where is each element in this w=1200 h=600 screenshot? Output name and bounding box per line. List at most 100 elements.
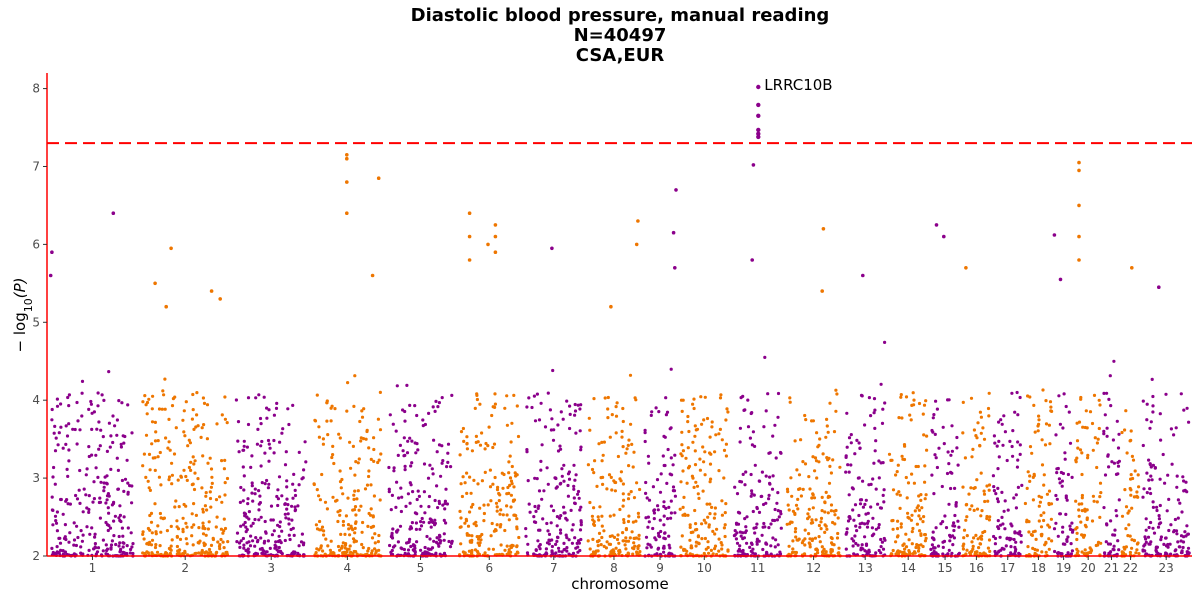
snp-point: [858, 502, 863, 506]
snp-point: [260, 439, 264, 444]
snp-point: [150, 442, 154, 446]
snp-point: [1027, 520, 1031, 524]
snp-point: [673, 494, 678, 498]
snp-point: [688, 525, 692, 530]
snp-point: [1095, 465, 1099, 470]
snp-point: [435, 450, 439, 454]
snp-point: [755, 505, 759, 510]
snp-point: [1050, 539, 1054, 543]
snp-point: [618, 548, 622, 552]
snp-point: [225, 421, 229, 425]
snp-point: [151, 456, 155, 460]
snp-point: [59, 425, 63, 429]
snp-point: [681, 449, 686, 453]
snp-point: [435, 484, 439, 488]
snp-point: [80, 414, 84, 418]
snp-point: [1080, 533, 1084, 537]
snp-point: [392, 469, 396, 473]
snp-point: [634, 519, 638, 523]
snp-point: [55, 529, 60, 533]
snp-point: [708, 511, 712, 516]
snp-point: [144, 475, 148, 479]
snp-point: [568, 426, 572, 431]
snp-point: [818, 437, 822, 441]
snp-point: [714, 433, 718, 437]
snp-point: [1044, 422, 1049, 426]
snp-point: [979, 431, 983, 435]
snp-point: [255, 540, 260, 544]
snp-point: [637, 537, 641, 541]
snp-point: [64, 537, 68, 542]
snp-point: [621, 482, 626, 486]
top-hit-point: [756, 102, 761, 108]
snp-point: [614, 414, 619, 418]
snp-point: [1156, 525, 1161, 529]
snp-point: [771, 536, 775, 540]
snp-point: [459, 542, 463, 546]
snp-point: [415, 512, 419, 516]
snp-point: [489, 499, 493, 503]
snp-point: [75, 400, 79, 405]
snp-point: [757, 510, 762, 514]
snp-point: [576, 539, 581, 543]
snp-point: [1151, 394, 1155, 399]
snp-point: [437, 499, 441, 503]
snp-point: [985, 516, 989, 521]
snp-point: [558, 528, 563, 532]
snp-point: [807, 507, 811, 511]
snp-point: [921, 412, 925, 416]
snp-point: [1049, 517, 1053, 521]
snp-point: [1009, 522, 1013, 526]
snp-point: [1069, 552, 1073, 556]
snp-point: [828, 495, 832, 499]
snp-point: [1129, 477, 1133, 481]
snp-point: [167, 417, 171, 421]
snp-point: [206, 527, 210, 531]
snp-point: [128, 551, 132, 555]
snp-point: [1028, 445, 1033, 449]
snp-point: [704, 521, 708, 525]
snp-point: [492, 442, 497, 446]
snp-point: [854, 541, 858, 546]
snp-point: [579, 523, 583, 527]
snp-point: [863, 522, 867, 526]
snp-point: [1183, 530, 1187, 534]
snp-point: [1000, 490, 1004, 494]
snp-point: [369, 507, 373, 511]
snp-point: [354, 513, 358, 517]
snp-point: [156, 524, 160, 528]
snp-point: [720, 547, 724, 551]
snp-point: [85, 506, 89, 510]
snp-point: [538, 547, 542, 551]
snp-point: [1039, 495, 1044, 499]
snp-point: [389, 508, 393, 512]
snp-point: [186, 444, 190, 448]
snp-point: [242, 488, 246, 492]
snp-point: [81, 533, 85, 537]
snp-point: [201, 521, 205, 525]
snp-point: [931, 530, 935, 534]
snp-point: [321, 549, 325, 553]
snp-point: [538, 543, 542, 547]
snp-point: [61, 549, 65, 553]
snp-point: [75, 442, 79, 446]
snp-point: [369, 483, 373, 487]
snp-point: [997, 455, 1001, 459]
snp-point: [515, 517, 519, 521]
snp-point: [115, 418, 119, 422]
snp-point: [821, 549, 825, 553]
snp-point: [84, 473, 88, 477]
snp-point: [745, 541, 749, 545]
snp-point: [930, 473, 934, 477]
snp-point: [1107, 465, 1111, 469]
snp-point: [622, 498, 626, 502]
snp-point: [1124, 505, 1129, 509]
snp-point: [924, 399, 928, 403]
snp-point: [609, 475, 613, 479]
snp-peak-point: [1077, 168, 1081, 173]
snp-point: [554, 542, 558, 547]
snp-point: [480, 431, 484, 435]
snp-point: [890, 519, 894, 523]
snp-point: [1090, 519, 1095, 523]
snp-point: [349, 466, 353, 470]
